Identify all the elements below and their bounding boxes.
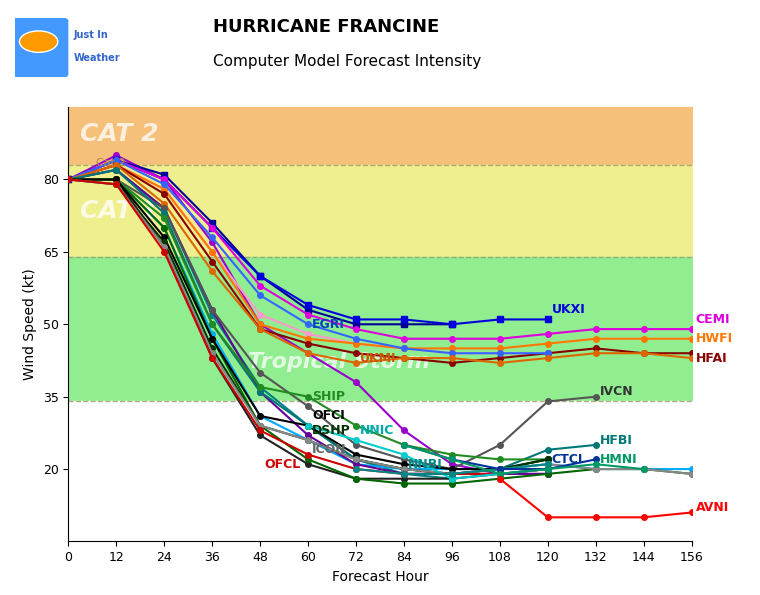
Text: UKXI: UKXI [552, 303, 585, 317]
Text: CTCI: CTCI [552, 453, 583, 466]
Text: NNIC: NNIC [360, 424, 394, 437]
Text: ICON: ICON [312, 443, 347, 456]
Text: Just In: Just In [74, 30, 109, 39]
Text: IVCN: IVCN [600, 386, 633, 398]
Text: Weather: Weather [74, 54, 120, 63]
Text: CAT 1: CAT 1 [81, 199, 159, 223]
Circle shape [20, 31, 58, 52]
Text: NNBI: NNBI [408, 458, 443, 471]
Text: HMNI: HMNI [600, 453, 638, 466]
Text: CAT 2: CAT 2 [81, 122, 159, 146]
X-axis label: Forecast Hour: Forecast Hour [331, 570, 429, 584]
Text: DSHP: DSHP [312, 424, 351, 437]
FancyBboxPatch shape [10, 18, 68, 77]
Text: CEMI: CEMI [695, 313, 730, 326]
Text: Cat 2: Cat 2 [97, 158, 126, 168]
Text: UKMI: UKMI [360, 352, 397, 365]
Text: HWFI: HWFI [695, 332, 733, 345]
Text: OFCL: OFCL [264, 458, 300, 471]
Text: HFAI: HFAI [695, 352, 727, 365]
Text: HFBI: HFBI [600, 434, 632, 447]
Text: Tropical Storm: Tropical Storm [249, 352, 430, 372]
Text: AVNI: AVNI [695, 501, 729, 514]
Text: SHIP: SHIP [312, 390, 345, 403]
Text: EGRI: EGRI [312, 318, 345, 331]
Text: HURRICANE FRANCINE: HURRICANE FRANCINE [213, 18, 439, 36]
Text: Computer Model Forecast Intensity: Computer Model Forecast Intensity [213, 54, 481, 68]
Y-axis label: Wind Speed (kt): Wind Speed (kt) [23, 268, 37, 380]
Text: OFCI: OFCI [312, 409, 345, 422]
